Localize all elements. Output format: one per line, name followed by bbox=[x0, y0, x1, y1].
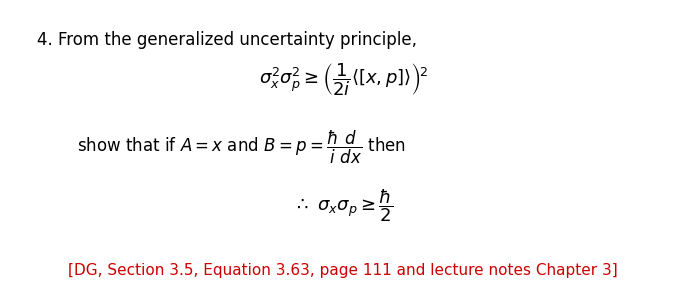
Text: 4. From the generalized uncertainty principle,: 4. From the generalized uncertainty prin… bbox=[37, 31, 417, 49]
Text: show that if $A = x$ and $B = p = \dfrac{\hbar}{i}\dfrac{d}{dx}$ then: show that if $A = x$ and $B = p = \dfrac… bbox=[77, 128, 406, 166]
Text: $\therefore\ \sigma_x\sigma_p \geq \dfrac{\hbar}{2}$: $\therefore\ \sigma_x\sigma_p \geq \dfra… bbox=[293, 187, 393, 223]
Text: $\sigma_x^2\sigma_p^2 \geq \left(\dfrac{1}{2i}\langle[x,p]\rangle\right)^{\!2}$: $\sigma_x^2\sigma_p^2 \geq \left(\dfrac{… bbox=[259, 62, 427, 98]
Text: [DG, Section 3.5, Equation 3.63, page 111 and lecture notes Chapter 3]: [DG, Section 3.5, Equation 3.63, page 11… bbox=[68, 263, 618, 278]
